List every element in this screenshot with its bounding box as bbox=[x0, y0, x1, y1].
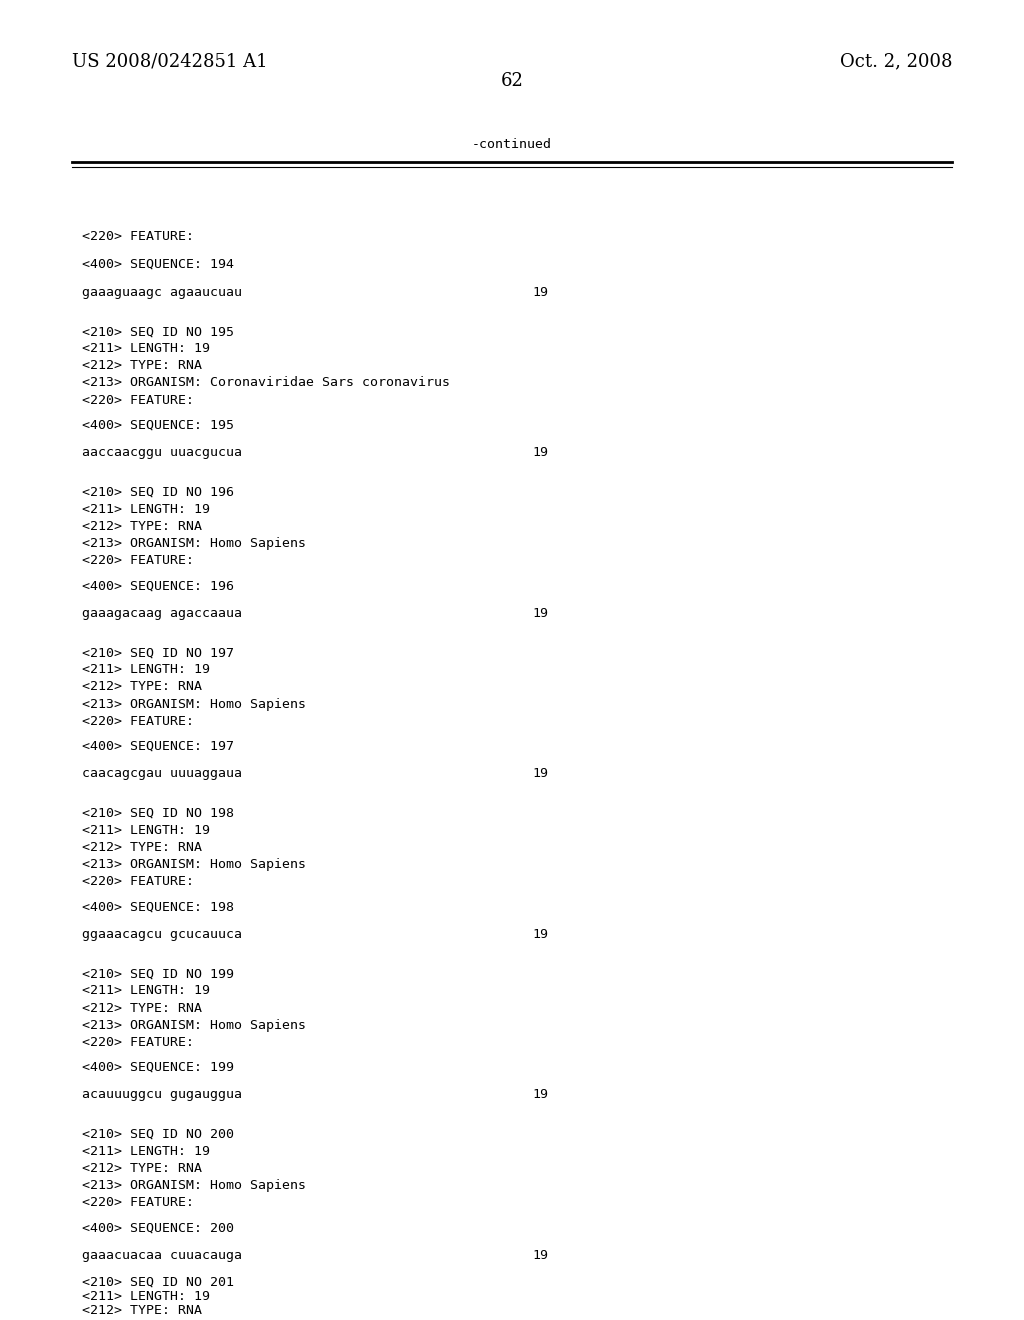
Text: -continued: -continued bbox=[472, 139, 552, 152]
Text: ggaaacagcu gcucauuca: ggaaacagcu gcucauuca bbox=[82, 928, 242, 941]
Text: 62: 62 bbox=[501, 73, 523, 90]
Text: acauuuggcu gugauggua: acauuuggcu gugauggua bbox=[82, 1089, 242, 1101]
Text: Oct. 2, 2008: Oct. 2, 2008 bbox=[840, 53, 952, 71]
Text: <213> ORGANISM: Homo Sapiens: <213> ORGANISM: Homo Sapiens bbox=[82, 858, 306, 871]
Text: 19: 19 bbox=[532, 1249, 549, 1262]
Text: <400> SEQUENCE: 195: <400> SEQUENCE: 195 bbox=[82, 418, 233, 432]
Text: <211> LENGTH: 19: <211> LENGTH: 19 bbox=[82, 503, 210, 516]
Text: <212> TYPE: RNA: <212> TYPE: RNA bbox=[82, 680, 202, 693]
Text: <212> TYPE: RNA: <212> TYPE: RNA bbox=[82, 359, 202, 372]
Text: <212> TYPE: RNA: <212> TYPE: RNA bbox=[82, 520, 202, 533]
Text: <210> SEQ ID NO 196: <210> SEQ ID NO 196 bbox=[82, 486, 233, 499]
Text: <212> TYPE: RNA: <212> TYPE: RNA bbox=[82, 1304, 202, 1317]
Text: <400> SEQUENCE: 196: <400> SEQUENCE: 196 bbox=[82, 579, 233, 593]
Text: <210> SEQ ID NO 198: <210> SEQ ID NO 198 bbox=[82, 807, 233, 820]
Text: <220> FEATURE:: <220> FEATURE: bbox=[82, 875, 194, 888]
Text: <211> LENGTH: 19: <211> LENGTH: 19 bbox=[82, 824, 210, 837]
Text: <400> SEQUENCE: 194: <400> SEQUENCE: 194 bbox=[82, 257, 233, 271]
Text: <212> TYPE: RNA: <212> TYPE: RNA bbox=[82, 1162, 202, 1175]
Text: <400> SEQUENCE: 197: <400> SEQUENCE: 197 bbox=[82, 739, 233, 752]
Text: <400> SEQUENCE: 200: <400> SEQUENCE: 200 bbox=[82, 1221, 233, 1234]
Text: <220> FEATURE:: <220> FEATURE: bbox=[82, 1036, 194, 1049]
Text: <212> TYPE: RNA: <212> TYPE: RNA bbox=[82, 841, 202, 854]
Text: 19: 19 bbox=[532, 285, 549, 298]
Text: caacagcgau uuuaggaua: caacagcgau uuuaggaua bbox=[82, 767, 242, 780]
Text: <220> FEATURE:: <220> FEATURE: bbox=[82, 1196, 194, 1209]
Text: <400> SEQUENCE: 198: <400> SEQUENCE: 198 bbox=[82, 900, 233, 913]
Text: <220> FEATURE:: <220> FEATURE: bbox=[82, 230, 194, 243]
Text: <220> FEATURE:: <220> FEATURE: bbox=[82, 554, 194, 568]
Text: <211> LENGTH: 19: <211> LENGTH: 19 bbox=[82, 342, 210, 355]
Text: 19: 19 bbox=[532, 607, 549, 620]
Text: aaccaacggu uuacgucua: aaccaacggu uuacgucua bbox=[82, 446, 242, 459]
Text: <210> SEQ ID NO 197: <210> SEQ ID NO 197 bbox=[82, 647, 233, 659]
Text: gaaagacaag agaccaaua: gaaagacaag agaccaaua bbox=[82, 607, 242, 620]
Text: <400> SEQUENCE: 199: <400> SEQUENCE: 199 bbox=[82, 1061, 233, 1073]
Text: <211> LENGTH: 19: <211> LENGTH: 19 bbox=[82, 985, 210, 998]
Text: <210> SEQ ID NO 200: <210> SEQ ID NO 200 bbox=[82, 1127, 233, 1140]
Text: gaaacuacaa cuuacauga: gaaacuacaa cuuacauga bbox=[82, 1249, 242, 1262]
Text: <213> ORGANISM: Homo Sapiens: <213> ORGANISM: Homo Sapiens bbox=[82, 1179, 306, 1192]
Text: 19: 19 bbox=[532, 767, 549, 780]
Text: <212> TYPE: RNA: <212> TYPE: RNA bbox=[82, 1002, 202, 1015]
Text: <213> ORGANISM: Homo Sapiens: <213> ORGANISM: Homo Sapiens bbox=[82, 697, 306, 710]
Text: <213> ORGANISM: Homo Sapiens: <213> ORGANISM: Homo Sapiens bbox=[82, 537, 306, 550]
Text: <210> SEQ ID NO 199: <210> SEQ ID NO 199 bbox=[82, 968, 233, 981]
Text: US 2008/0242851 A1: US 2008/0242851 A1 bbox=[72, 53, 267, 71]
Text: <213> ORGANISM: Homo Sapiens: <213> ORGANISM: Homo Sapiens bbox=[82, 1019, 306, 1032]
Text: 19: 19 bbox=[532, 446, 549, 459]
Text: <220> FEATURE:: <220> FEATURE: bbox=[82, 714, 194, 727]
Text: <220> FEATURE:: <220> FEATURE: bbox=[82, 393, 194, 407]
Text: <211> LENGTH: 19: <211> LENGTH: 19 bbox=[82, 1290, 210, 1303]
Text: <211> LENGTH: 19: <211> LENGTH: 19 bbox=[82, 1144, 210, 1158]
Text: <213> ORGANISM: Coronaviridae Sars coronavirus: <213> ORGANISM: Coronaviridae Sars coron… bbox=[82, 376, 450, 389]
Text: <210> SEQ ID NO 201: <210> SEQ ID NO 201 bbox=[82, 1275, 233, 1288]
Text: <211> LENGTH: 19: <211> LENGTH: 19 bbox=[82, 664, 210, 676]
Text: <210> SEQ ID NO 195: <210> SEQ ID NO 195 bbox=[82, 325, 233, 338]
Text: gaaaguaagc agaaucuau: gaaaguaagc agaaucuau bbox=[82, 285, 242, 298]
Text: 19: 19 bbox=[532, 1089, 549, 1101]
Text: 19: 19 bbox=[532, 928, 549, 941]
